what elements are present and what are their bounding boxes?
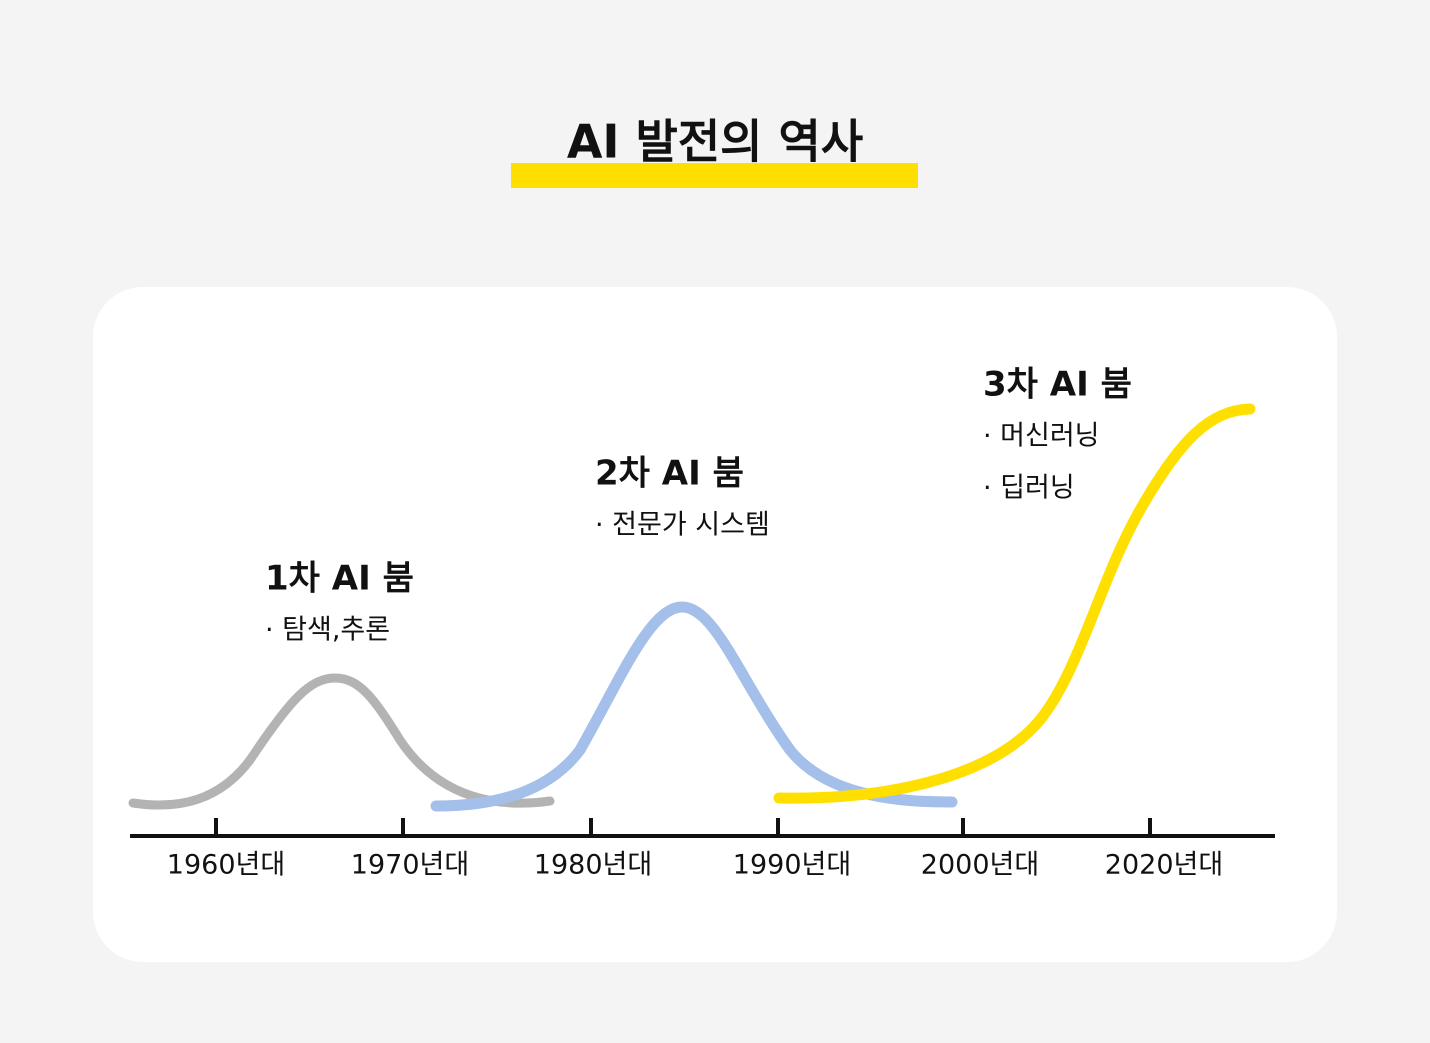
boom-item: · 딥러닝	[983, 473, 1075, 504]
boom-title: 2차 AI 붐	[595, 454, 744, 494]
axis-label: 1980년대	[534, 850, 652, 881]
title: AI 발전의 역사	[567, 115, 863, 169]
axis-label: 2000년대	[921, 850, 1039, 881]
axis-ticks: 1960년대 1970년대 1980년대 1990년대 2000년대 2020년대	[167, 818, 1223, 881]
booms: 1차 AI 붐 · 탐색,추론 2차 AI 붐 · 전문가 시스템 3차 AI 붐 · 머…	[265, 365, 1132, 646]
boom-item: · 탐색,추론	[265, 615, 390, 646]
boom-title: 1차 AI 붐	[265, 559, 414, 599]
curve-3	[773, 403, 1256, 804]
boom-title: 3차 AI 붐	[983, 365, 1132, 405]
axis-label: 1970년대	[351, 850, 469, 881]
title-highlight	[511, 163, 918, 188]
curve-2	[430, 601, 958, 812]
axis-label: 2020년대	[1105, 850, 1223, 881]
axis-label: 1990년대	[733, 850, 851, 881]
curve-1	[128, 673, 555, 810]
axis-label: 1960년대	[167, 850, 285, 881]
boom-item: · 머신러닝	[983, 421, 1100, 452]
boom-item: · 전문가 시스템	[595, 510, 770, 541]
